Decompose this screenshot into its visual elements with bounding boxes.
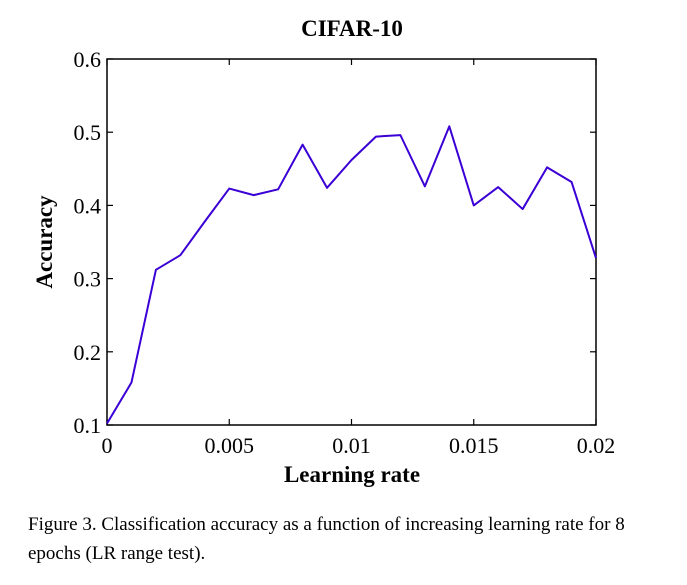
chart-title: CIFAR-10	[301, 16, 403, 41]
y-tick-label: 0.2	[74, 340, 102, 365]
x-tick-label: 0.005	[205, 433, 255, 458]
x-tick-label: 0.015	[449, 433, 499, 458]
y-tick-label: 0.6	[74, 47, 102, 72]
x-tick-label: 0	[102, 433, 113, 458]
plot-frame	[106, 58, 597, 426]
x-tick-label: 0.01	[332, 433, 371, 458]
x-axis-label: Learning rate	[284, 462, 420, 487]
accuracy-line	[106, 125, 597, 425]
y-tick-label: 0.3	[74, 267, 102, 292]
y-axis-label: Accuracy	[32, 195, 57, 289]
y-tick-label: 0.5	[74, 120, 102, 145]
chart: CIFAR-10 0 0.005 0.01 0.015 0.02 0.1 0.2 0.3 0.4…	[32, 16, 616, 487]
figure-caption: Figure 3. Classification accuracy as a f…	[28, 514, 625, 564]
y-tick-label: 0.4	[74, 193, 102, 218]
y-tick-label: 0.1	[74, 413, 102, 438]
x-tick-label: 0.02	[577, 433, 616, 458]
